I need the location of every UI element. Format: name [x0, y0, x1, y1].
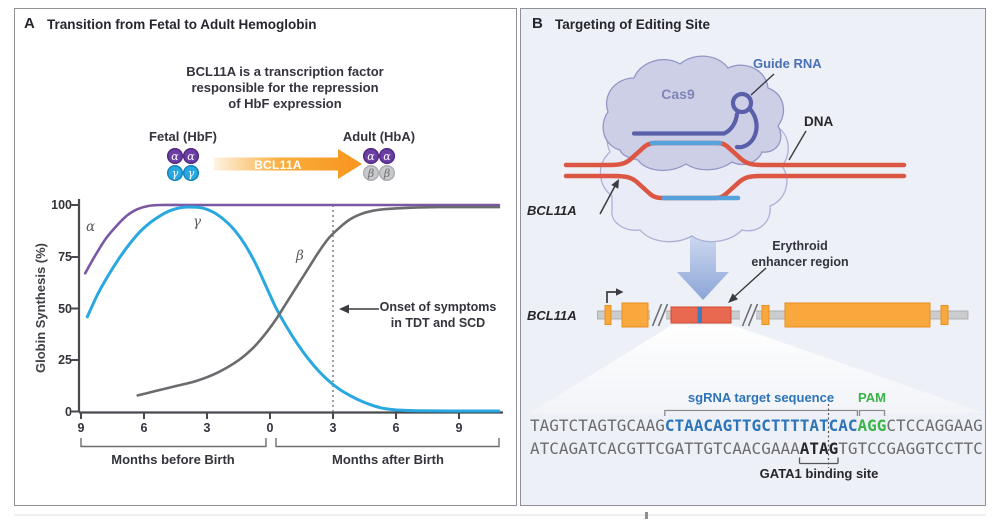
page-bottom-notch	[645, 512, 648, 519]
pam-label: PAM	[858, 390, 886, 405]
editing-site-tick	[697, 307, 702, 323]
y-tick-100: 100	[51, 198, 72, 212]
globin-curves	[83, 203, 501, 413]
x-tick: 3	[203, 421, 211, 435]
bcl11a-arrow-label: BCL11A	[254, 158, 302, 172]
seq-gata1-site: ATAG	[799, 439, 839, 458]
dna-sequence-bottom-strand: ATCAGATCACGTTCGATTGTCAACGAAAATAGTGTCCGAG…	[530, 440, 983, 457]
gene-exons	[604, 302, 949, 328]
gene-line	[597, 310, 969, 320]
panel-a	[14, 8, 517, 506]
fetal-alpha-subunit: α	[183, 148, 199, 164]
onset-annotation-line-1: Onset of symptoms	[379, 300, 497, 314]
seq-sgrna-target: CTAACAGTTGCTTTTATCAC	[664, 416, 858, 435]
note-line-2: responsible for the repression	[191, 80, 379, 95]
gata1-bracket	[798, 457, 839, 465]
enhancer-pointer-arrow	[728, 267, 767, 303]
panel-a-letter: A	[24, 15, 35, 32]
y-tick-0: 0	[65, 404, 72, 419]
dna-sequence-top-strand: TAGTCTAGTGCAAGCTAACAGTTGCTTTTATCACAGGCTC…	[530, 417, 983, 434]
x-tick: 9	[77, 421, 85, 435]
guide-rna-label: Guide RNA	[753, 56, 822, 71]
chart-axes	[77, 199, 503, 414]
sgrna-target-label: sgRNA target sequence	[687, 390, 835, 405]
seq-pam: AGG	[857, 416, 887, 435]
fetal-hbf-label: Fetal (HbF)	[149, 129, 217, 144]
guide-rna	[631, 91, 759, 150]
note-line-1: BCL11A is a transcription factor	[186, 64, 384, 79]
pam-bracket	[858, 409, 886, 416]
panel-b-letter: B	[532, 15, 543, 32]
panel-b-title: Targeting of Editing Site	[555, 17, 710, 32]
bcl11a-gene-label: BCL11A	[527, 308, 577, 323]
sequence-brackets	[664, 404, 886, 468]
dna-pointer	[788, 130, 807, 161]
x-tick: 3	[329, 421, 337, 435]
chart-ticks	[71, 204, 460, 419]
adult-beta-subunit: β	[379, 165, 395, 181]
fetal-alpha-subunit: α	[167, 148, 183, 164]
curve-beta	[136, 205, 501, 397]
adult-alpha-subunit: α	[363, 148, 379, 164]
x-tick: 6	[392, 421, 400, 435]
sgrna-bracket	[664, 409, 859, 416]
x-tick: 9	[455, 421, 463, 435]
seq-bottom-flank-right: TGTCCGAGGTCCTTC	[838, 439, 983, 458]
onset-arrow	[339, 304, 379, 314]
guide-rna-pointer	[750, 73, 775, 96]
onset-annotation-line-2: in TDT and SCD	[390, 316, 486, 330]
cas9-label: Cas9	[661, 86, 695, 102]
fetal-gamma-subunit: γ	[167, 165, 183, 181]
curve-gamma	[85, 205, 501, 413]
months-before-birth-label: Months before Birth	[111, 452, 235, 467]
zoom-fan	[530, 325, 985, 413]
x-tick: 0	[266, 421, 274, 435]
note-line-3: of HbF expression	[228, 96, 342, 111]
cas9-upper-blob	[602, 55, 785, 171]
cas9-down-arrow	[677, 233, 729, 300]
transcription-start-arrow	[606, 288, 624, 303]
y-tick-75: 75	[58, 250, 72, 264]
curve-alpha	[83, 203, 501, 275]
axis-group-brackets	[80, 438, 500, 448]
gene-break-marks	[650, 303, 759, 327]
bcl11a-pointer-arrow	[599, 179, 619, 215]
enhancer-label-line-2: enhancer region	[751, 255, 849, 269]
seq-top-flank-right: CTCCAGGAAG	[886, 416, 983, 435]
bcl11a-note: BCL11A is a transcription factor respons…	[155, 64, 415, 112]
enhancer-label-line-1: Erythroid	[772, 239, 828, 253]
dna-label: DNA	[804, 114, 834, 129]
seq-bottom-flank-left: ATCAGATCACGTTCGATTGTCAACGAAA	[530, 439, 800, 458]
x-tick: 6	[140, 421, 148, 435]
y-tick-25: 25	[58, 353, 72, 367]
gata1-binding-site-label: GATA1 binding site	[759, 466, 879, 481]
beta-curve-label: β	[296, 248, 304, 264]
y-tick-50: 50	[58, 301, 72, 316]
months-after-birth-label: Months after Birth	[332, 452, 444, 467]
adult-hba-label: Adult (HbA)	[342, 129, 416, 144]
alpha-curve-label: α	[86, 219, 96, 235]
adult-alpha-subunit: α	[379, 148, 395, 164]
adult-beta-subunit: β	[363, 165, 379, 181]
fetal-gamma-subunit: γ	[183, 165, 199, 181]
seq-top-flank-left: TAGTCTAGTGCAAG	[530, 416, 665, 435]
gamma-curve-label: γ	[193, 214, 202, 230]
bcl11a-transition-arrow	[214, 149, 362, 179]
dna-target-segments	[649, 140, 741, 201]
panel-a-title: Transition from Fetal to Adult Hemoglobi…	[47, 17, 317, 32]
bcl11a-complex-label: BCL11A	[527, 203, 577, 218]
